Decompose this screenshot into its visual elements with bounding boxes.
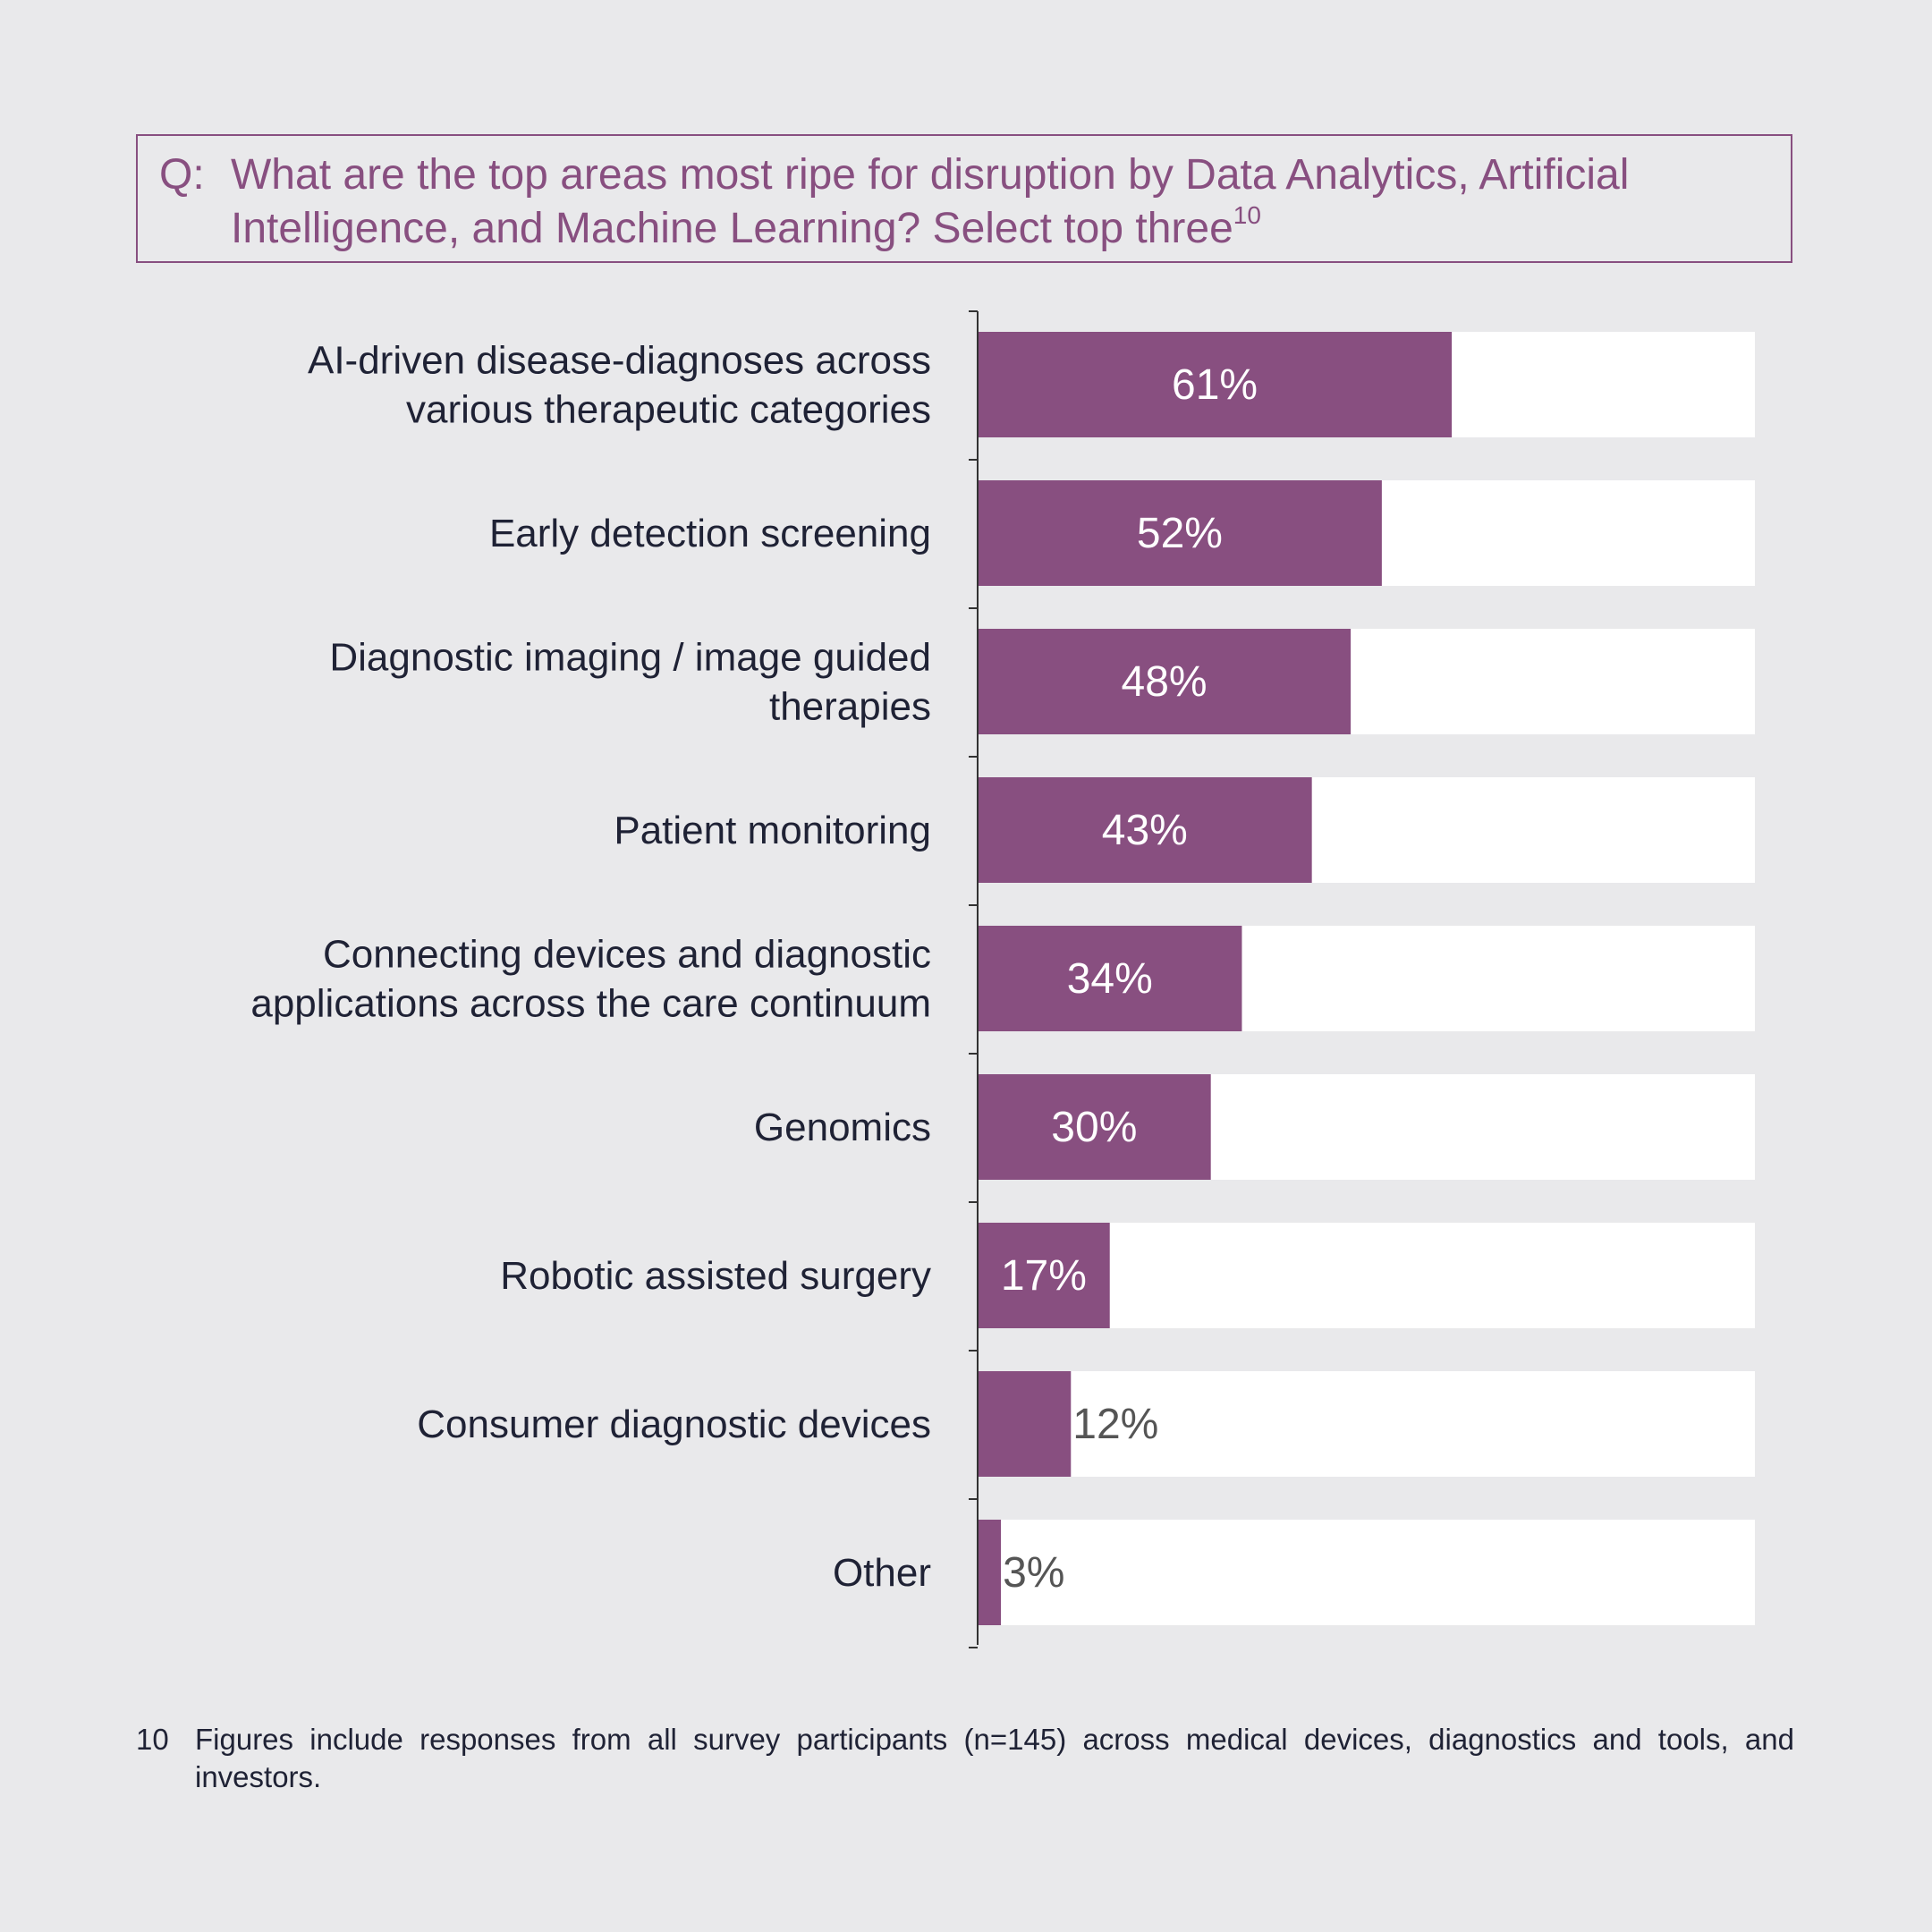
data-label: 61% — [1172, 361, 1258, 409]
category-label: Genomics — [754, 1106, 931, 1149]
category-label: Connecting devices and diagnostic applica… — [250, 933, 931, 1026]
category-label-line: applications across the care continuum — [250, 982, 931, 1026]
question-prefix: Q: — [159, 151, 205, 199]
category-label-line: Consumer diagnostic devices — [417, 1402, 931, 1446]
bar — [978, 629, 1352, 734]
category-label-line: AI-driven disease-diagnoses across — [308, 339, 931, 383]
data-label: 48% — [1122, 658, 1208, 706]
category-label-line: Other — [833, 1551, 931, 1595]
category-label-line: Genomics — [754, 1106, 931, 1149]
bar — [978, 332, 1453, 437]
question-footnote-ref: 10 — [1233, 201, 1261, 229]
footnote-number: 10 — [136, 1723, 169, 1756]
category-label: Robotic assisted surgery — [500, 1254, 931, 1298]
category-label: Patient monitoring — [614, 809, 931, 852]
bar — [978, 926, 1242, 1031]
category-label: Other — [833, 1551, 931, 1595]
bar — [978, 1223, 1110, 1328]
data-label: 34% — [1067, 955, 1153, 1003]
question-text-block: What are the top areas most ripe for dis… — [231, 148, 1751, 256]
category-label-line: Patient monitoring — [614, 809, 931, 852]
category-label: AI-driven disease-diagnoses across variou… — [308, 339, 931, 432]
category-label-line: Robotic assisted surgery — [500, 1254, 931, 1298]
bar-track — [978, 1520, 1755, 1625]
bar — [978, 1371, 1072, 1477]
data-label: 52% — [1137, 510, 1223, 557]
bar-track — [978, 1371, 1755, 1477]
data-label: 3% — [1003, 1549, 1064, 1597]
data-label: 30% — [1051, 1104, 1137, 1151]
data-label: 12% — [1072, 1401, 1158, 1448]
footnote-text: Figures include responses from all surve… — [195, 1723, 1794, 1793]
data-label: 17% — [1001, 1252, 1087, 1300]
category-label-line: Diagnostic imaging / image guided — [329, 636, 931, 680]
bar — [978, 480, 1382, 586]
category-label: Consumer diagnostic devices — [417, 1402, 931, 1446]
category-label-line: therapies — [769, 685, 931, 729]
category-label-line: Connecting devices and diagnostic — [323, 933, 931, 977]
category-label-line: various therapeutic categories — [406, 388, 931, 432]
data-label: 43% — [1102, 807, 1188, 854]
bar — [978, 1520, 1002, 1625]
bar — [978, 1074, 1211, 1180]
category-label: Diagnostic imaging / image guided therapi… — [329, 636, 931, 729]
category-label: Early detection screening — [489, 512, 931, 555]
question-box: Q: What are the top areas most ripe for … — [136, 134, 1792, 263]
bar — [978, 777, 1312, 883]
question-text: What are the top areas most ripe for dis… — [231, 151, 1630, 252]
category-label-line: Early detection screening — [489, 512, 931, 555]
